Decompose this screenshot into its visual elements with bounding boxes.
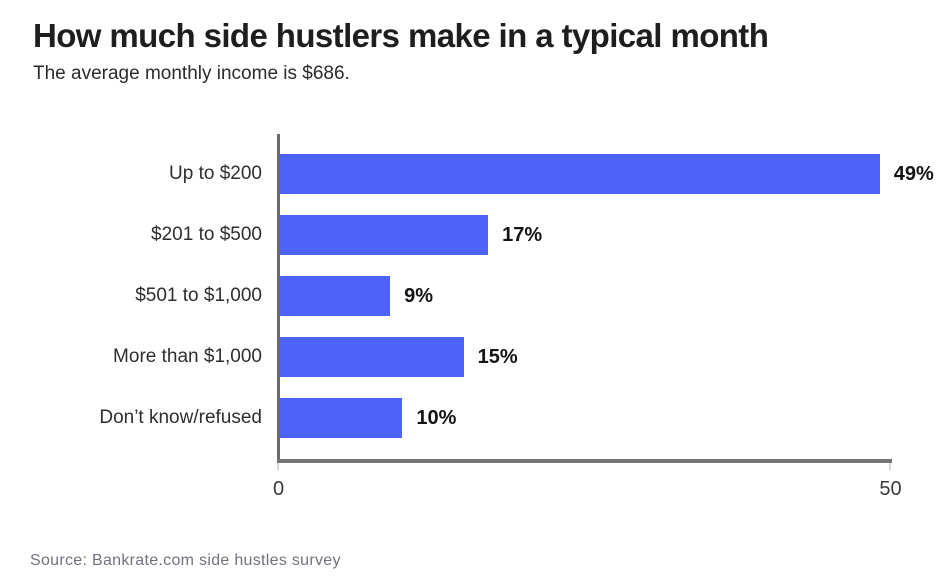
category-label: Don’t know/refused bbox=[99, 407, 262, 428]
value-label: 17% bbox=[502, 224, 543, 246]
value-label: 49% bbox=[893, 163, 934, 185]
bar-rows: Up to $200 49% $201 to $500 17% $501 to $1,0… bbox=[0, 154, 943, 459]
bar bbox=[280, 276, 391, 316]
x-axis-line bbox=[277, 459, 892, 463]
x-tick-label: 50 bbox=[879, 478, 902, 500]
value-label: 15% bbox=[477, 346, 518, 368]
value-label: 9% bbox=[404, 285, 434, 307]
chart-title: How much side hustlers make in a typical… bbox=[33, 17, 769, 54]
bar-row: $501 to $1,000 9% bbox=[0, 276, 943, 316]
bar-row: Up to $200 49% bbox=[0, 154, 943, 194]
category-label: More than $1,000 bbox=[113, 346, 262, 367]
bar-chart: Up to $200 49% $201 to $500 17% $501 to $1,0… bbox=[0, 134, 943, 500]
bar bbox=[280, 337, 464, 377]
x-tick-mark bbox=[889, 463, 891, 470]
bar-row: Don’t know/refused 10% bbox=[0, 398, 943, 438]
x-tick-mark bbox=[277, 463, 279, 470]
category-label: $201 to $500 bbox=[151, 224, 262, 245]
category-label: $501 to $1,000 bbox=[135, 285, 262, 306]
source-note: Source: Bankrate.com side hustles survey bbox=[30, 552, 341, 569]
value-label: 10% bbox=[416, 407, 457, 429]
category-label: Up to $200 bbox=[169, 163, 262, 184]
bar bbox=[280, 398, 403, 438]
bar-row: More than $1,000 15% bbox=[0, 337, 943, 377]
y-axis-line bbox=[277, 134, 280, 463]
bar bbox=[280, 215, 489, 255]
bar-row: $201 to $500 17% bbox=[0, 215, 943, 255]
chart-subtitle: The average monthly income is $686. bbox=[33, 63, 350, 84]
bar bbox=[280, 154, 880, 194]
x-tick-label: 0 bbox=[272, 478, 285, 500]
